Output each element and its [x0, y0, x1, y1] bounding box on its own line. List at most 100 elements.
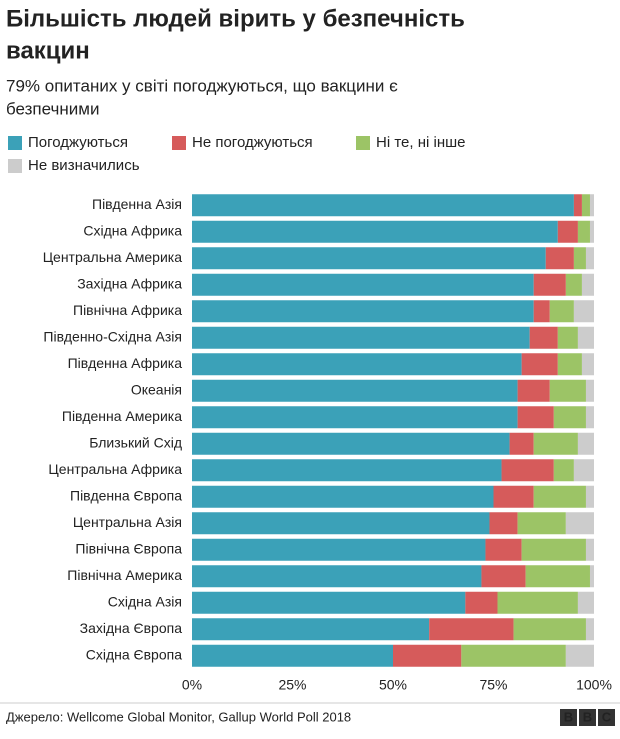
bar-segment: [501, 459, 554, 482]
bar-segment: [585, 618, 594, 641]
bar-segment: [557, 326, 578, 349]
logo-letter: C: [602, 709, 612, 724]
bar-segment: [192, 485, 494, 508]
bar-segment: [573, 459, 594, 482]
logo-letter: B: [564, 709, 573, 724]
y-tick-label: Близький Схід: [89, 434, 182, 450]
bar-segment: [517, 406, 554, 429]
x-tick-label: 0%: [182, 677, 202, 693]
bar-segment: [465, 591, 498, 614]
bar-segment: [192, 644, 393, 667]
bar-segment: [553, 459, 574, 482]
bar-segment: [565, 273, 582, 296]
logo-box: [560, 709, 577, 726]
bar-segment: [192, 273, 534, 296]
bar-segment: [521, 353, 558, 376]
legend-label: Не визначились: [28, 157, 140, 174]
bar-segment: [192, 247, 546, 270]
bar-segment: [565, 512, 594, 535]
bar-segment: [589, 194, 594, 217]
y-tick-label: Східна Африка: [83, 222, 182, 238]
y-tick-label: Північна Америка: [67, 567, 182, 583]
bar-segment: [525, 565, 590, 588]
chart-title: Більшість людей вірить у безпечність: [6, 5, 465, 32]
y-tick-label: Південна Америка: [62, 408, 182, 424]
logo-box: [598, 709, 615, 726]
bar-segment: [192, 220, 558, 243]
logo-letter: B: [583, 709, 592, 724]
bar-segment: [192, 432, 510, 455]
y-tick-label: Західна Європа: [80, 620, 183, 636]
bar-segment: [589, 565, 594, 588]
bar-segment: [192, 459, 502, 482]
bar-segment: [192, 565, 482, 588]
x-tick-label: 50%: [379, 677, 407, 693]
bar-segment: [481, 565, 526, 588]
legend-label: Не погоджуються: [192, 134, 313, 151]
source: Джерело: Wellcome Global Monitor, Gallup…: [6, 709, 351, 724]
bar-segment: [557, 353, 582, 376]
bar-segment: [573, 247, 586, 270]
bar-segment: [485, 538, 522, 561]
bar-segment: [557, 220, 578, 243]
y-tick-label: Південно-Східна Азія: [43, 328, 182, 344]
y-tick-label: Південна Азія: [92, 196, 182, 212]
bar-segment: [577, 432, 594, 455]
bar-segment: [192, 379, 518, 402]
x-tick-label: 100%: [576, 677, 612, 693]
legend-swatch: [172, 136, 186, 150]
bar-segment: [529, 326, 558, 349]
bar-segment: [585, 379, 594, 402]
bar-segment: [192, 326, 530, 349]
chart-title: вакцин: [6, 37, 90, 64]
bar-segment: [192, 512, 490, 535]
y-tick-label: Західна Африка: [77, 275, 182, 291]
bar-segment: [517, 379, 550, 402]
bar-segment: [493, 485, 534, 508]
legend-label: Погоджуються: [28, 134, 128, 151]
bar-segment: [429, 618, 514, 641]
bar-segment: [577, 220, 590, 243]
bar-segment: [192, 591, 466, 614]
x-tick-label: 25%: [278, 677, 306, 693]
bar-segment: [192, 300, 534, 323]
bar-segment: [585, 538, 594, 561]
bar-segment: [533, 432, 578, 455]
y-tick-label: Океанія: [131, 381, 182, 397]
y-tick-label: Східна Європа: [86, 646, 182, 662]
legend-swatch: [8, 136, 22, 150]
bar-segment: [553, 406, 586, 429]
bar-segment: [497, 591, 578, 614]
chart-subtitle: 79% опитаних у світі погоджуються, що ва…: [6, 76, 398, 95]
bar-segment: [573, 194, 582, 217]
y-tick-label: Південна Європа: [70, 487, 182, 503]
bar-segment: [192, 353, 522, 376]
x-tick-label: 75%: [479, 677, 507, 693]
bar-segment: [509, 432, 534, 455]
bar-segment: [585, 406, 594, 429]
legend-swatch: [8, 159, 22, 173]
bar-segment: [533, 273, 566, 296]
y-tick-label: Центральна Африка: [48, 461, 182, 477]
bar-segment: [585, 247, 594, 270]
bar-segment: [573, 300, 594, 323]
logo-box: [579, 709, 596, 726]
bar-segment: [581, 273, 594, 296]
y-tick-label: Центральна Америка: [43, 249, 183, 265]
bar-segment: [577, 326, 594, 349]
y-tick-label: Північна Європа: [75, 540, 182, 556]
bar-segment: [533, 485, 586, 508]
bar-segment: [489, 512, 518, 535]
chart-subtitle: безпечними: [6, 99, 99, 118]
y-tick-label: Південна Африка: [68, 355, 183, 371]
bar-segment: [461, 644, 566, 667]
bar-segment: [549, 379, 586, 402]
y-tick-label: Центральна Азія: [73, 514, 182, 530]
bar-segment: [521, 538, 586, 561]
bar-segment: [192, 194, 574, 217]
bar-segment: [589, 220, 594, 243]
bar-segment: [393, 644, 462, 667]
y-tick-label: Північна Африка: [73, 302, 182, 318]
bar-segment: [581, 194, 590, 217]
